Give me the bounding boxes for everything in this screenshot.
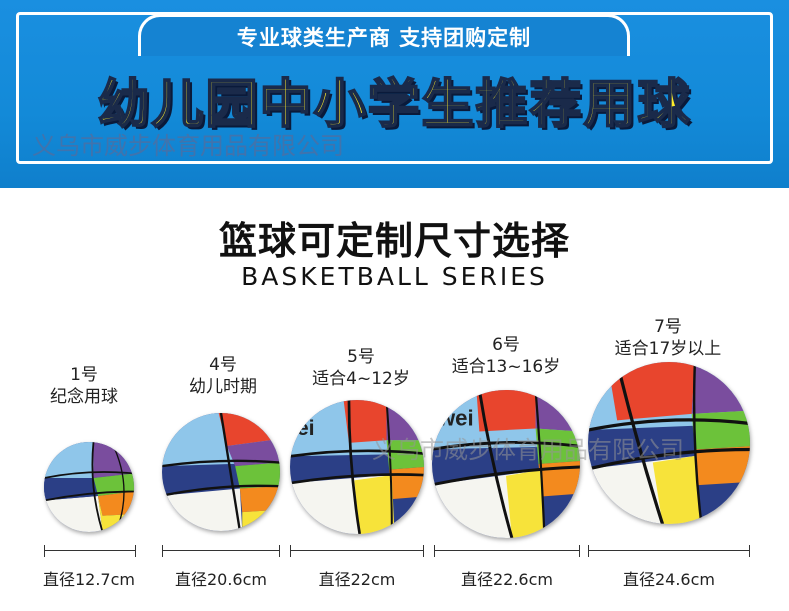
top-banner: 专业球类生产商 支持团购定制 幼儿园中小学生推荐用球 义乌市威步体育用品有限公司 [0, 0, 789, 188]
ball-1-size: 1号 [70, 365, 98, 385]
ball-5-use: 适合17岁以上 [614, 339, 722, 359]
basketball-icon: ei [290, 400, 424, 534]
ball-4-diameter: 直径22.6cm [460, 570, 553, 589]
ball-1-label: 1号 纪念用球 [34, 364, 134, 408]
ball-3-measure-line [290, 545, 424, 557]
subtitle-pill: 专业球类生产商 支持团购定制 [138, 14, 630, 56]
ball-1-measure-line [44, 545, 136, 557]
company-watermark: 义乌市威步体育用品有限公司 [372, 436, 684, 464]
banner-subtitle: 专业球类生产商 支持团购定制 [236, 25, 532, 50]
ball-3-size: 5号 [347, 347, 375, 367]
ball-5-label: 7号 适合17岁以上 [598, 316, 738, 360]
ball-logo: ei [297, 416, 315, 440]
ball-4-measure-line [434, 545, 580, 557]
section-title-cn: 篮球可定制尺寸选择 [218, 219, 570, 263]
ball-1-use: 纪念用球 [50, 387, 118, 407]
ball-2-size: 4号 [209, 355, 237, 375]
ball-4-use: 适合13~16岁 [451, 357, 561, 377]
basketball-size-1-image [44, 442, 134, 532]
ball-3-diameter: 直径22cm [318, 570, 396, 589]
basketball-icon: wei [432, 390, 580, 538]
ball-3-use: 适合4~12岁 [312, 369, 410, 389]
ball-5-diameter: 直径24.6cm [622, 570, 715, 589]
ball-5-measure-line [588, 545, 750, 557]
basketball-icon [162, 413, 280, 531]
basketball-size-6-image: wei [432, 390, 580, 538]
ball-4-size: 6号 [492, 335, 520, 355]
section-title-en: BASKETBALL SERIES [241, 262, 548, 291]
ball-4-label: 6号 适合13~16岁 [436, 334, 576, 378]
banner-frame [16, 12, 773, 164]
ball-2-label: 4号 幼儿时期 [168, 354, 278, 398]
basketball-icon [44, 442, 134, 532]
ball-1-diameter: 直径12.7cm [42, 570, 135, 589]
basketball-size-4-image [162, 413, 280, 531]
ball-2-measure-line [162, 545, 280, 557]
ball-5-size: 7号 [654, 317, 682, 337]
ball-logo: wei [437, 406, 474, 431]
ball-2-use: 幼儿时期 [189, 377, 257, 397]
ball-2-diameter: 直径20.6cm [174, 570, 267, 589]
basketball-size-5-image: ei [290, 400, 424, 534]
ball-3-label: 5号 适合4~12岁 [296, 346, 426, 390]
banner-headline: 幼儿园中小学生推荐用球 [96, 74, 692, 136]
banner-company-watermark: 义乌市威步体育用品有限公司 [32, 132, 344, 160]
